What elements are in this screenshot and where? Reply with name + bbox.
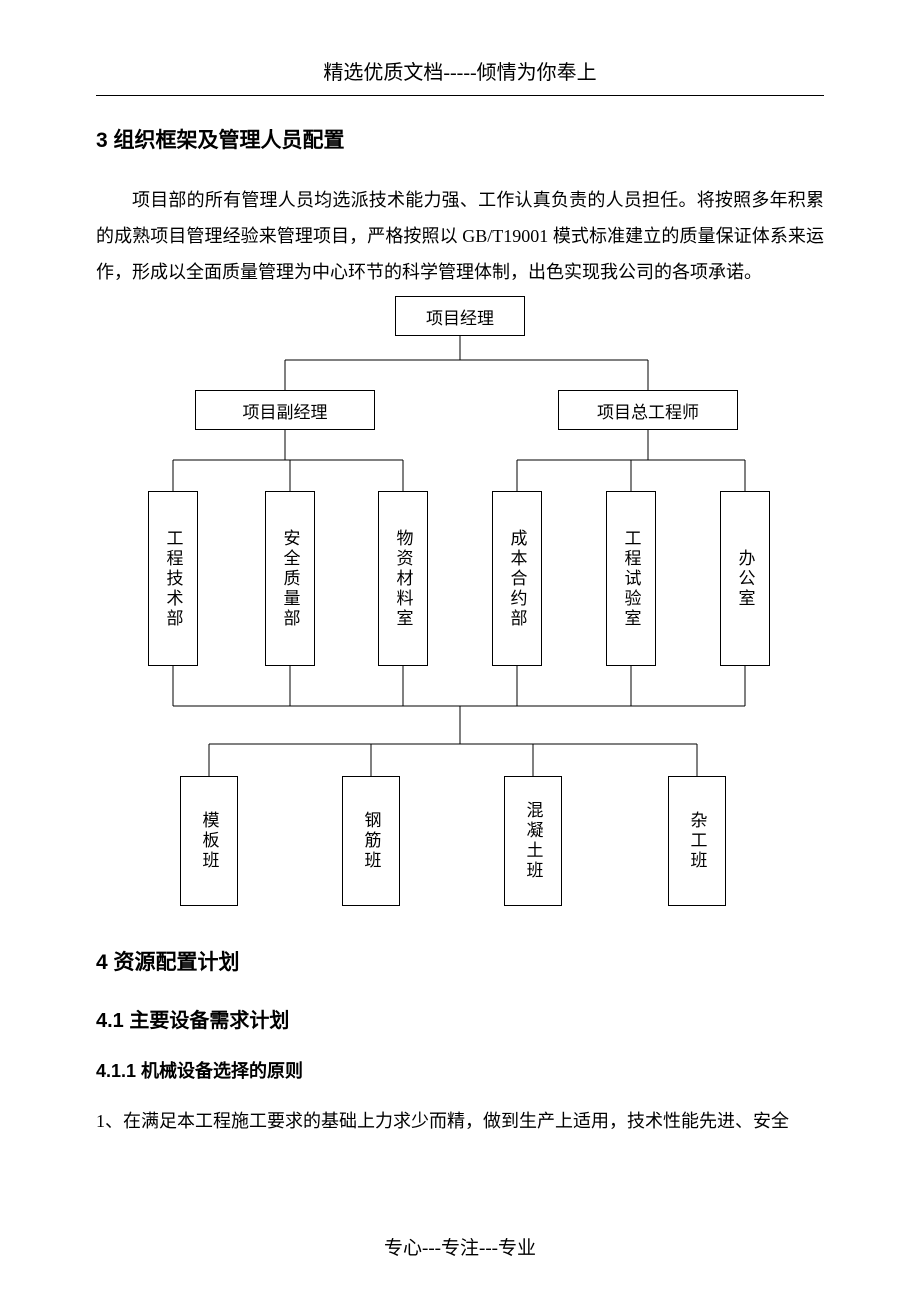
org-node-dept-lab: 工程试验室 [606, 491, 656, 666]
section-3-paragraph: 项目部的所有管理人员均选派技术能力强、工作认真负责的人员担任。将按照多年积累的成… [96, 182, 824, 290]
org-node-team-concrete: 混凝土班 [504, 776, 562, 906]
org-node-dept-cost: 成本合约部 [492, 491, 542, 666]
org-node-team-formwork: 模板班 [180, 776, 238, 906]
org-node-project-manager: 项目经理 [395, 296, 525, 336]
page-header: 精选优质文档-----倾情为你奉上 [96, 56, 824, 96]
page-footer: 专心---专注---专业 [0, 1233, 920, 1260]
org-node-chief-engineer: 项目总工程师 [558, 390, 738, 430]
org-node-dept-materials: 物资材料室 [378, 491, 428, 666]
org-node-deputy-manager: 项目副经理 [195, 390, 375, 430]
org-node-team-labor: 杂工班 [668, 776, 726, 906]
page: 精选优质文档-----倾情为你奉上 3 组织框架及管理人员配置 项目部的所有管理… [0, 0, 920, 1302]
section-4-title: 4 资源配置计划 [96, 946, 824, 976]
org-node-dept-engineering: 工程技术部 [148, 491, 198, 666]
org-node-dept-safety: 安全质量部 [265, 491, 315, 666]
section-4-1-1-title: 4.1.1 机械设备选择的原则 [96, 1057, 824, 1083]
org-node-dept-office: 办公室 [720, 491, 770, 666]
section-4-1-1-item1: 1、在满足本工程施工要求的基础上力求少而精，做到生产上适用，技术性能先进、安全 [96, 1103, 824, 1139]
org-chart: 项目经理 项目副经理 项目总工程师 工程技术部 安全质量部 物资材料室 成本合约… [100, 296, 820, 916]
section-3-title: 3 组织框架及管理人员配置 [96, 124, 824, 154]
org-node-team-rebar: 钢筋班 [342, 776, 400, 906]
section-4-1-title: 4.1 主要设备需求计划 [96, 1004, 824, 1033]
